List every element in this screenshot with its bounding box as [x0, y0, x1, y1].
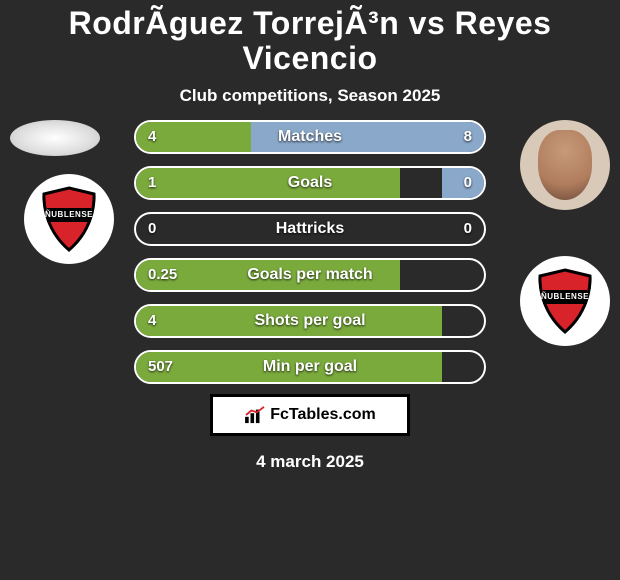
stat-row: 0.25Goals per match — [134, 258, 486, 292]
subtitle: Club competitions, Season 2025 — [0, 86, 620, 106]
stat-label: Hattricks — [136, 214, 484, 244]
stat-row: 10Goals — [134, 166, 486, 200]
chart-icon — [244, 406, 266, 424]
stat-label: Min per goal — [136, 352, 484, 382]
stat-label: Shots per goal — [136, 306, 484, 336]
brand-badge: FcTables.com — [210, 394, 410, 436]
brand-text: FcTables.com — [270, 406, 376, 424]
stat-row: 4Shots per goal — [134, 304, 486, 338]
player1-club-badge: ÑUBLENSE — [24, 174, 114, 264]
date-text: 4 march 2025 — [0, 452, 620, 472]
player2-avatar — [520, 120, 610, 210]
stat-label: Goals per match — [136, 260, 484, 290]
stat-label: Goals — [136, 168, 484, 198]
stat-label: Matches — [136, 122, 484, 152]
stat-row: 00Hattricks — [134, 212, 486, 246]
shield-icon: ÑUBLENSE — [535, 268, 595, 334]
shield-icon: ÑUBLENSE — [39, 186, 99, 252]
stat-row: 48Matches — [134, 120, 486, 154]
club-name: ÑUBLENSE — [535, 292, 595, 301]
stat-row: 507Min per goal — [134, 350, 486, 384]
player2-club-badge: ÑUBLENSE — [520, 256, 610, 346]
player1-avatar — [10, 120, 100, 156]
stats-panel: 48Matches 10Goals 00Hattricks 0.25Goals per… — [134, 120, 486, 396]
club-name: ÑUBLENSE — [39, 210, 99, 219]
page-title: RodrÃ­guez TorrejÃ³n vs Reyes Vicencio — [0, 0, 620, 80]
